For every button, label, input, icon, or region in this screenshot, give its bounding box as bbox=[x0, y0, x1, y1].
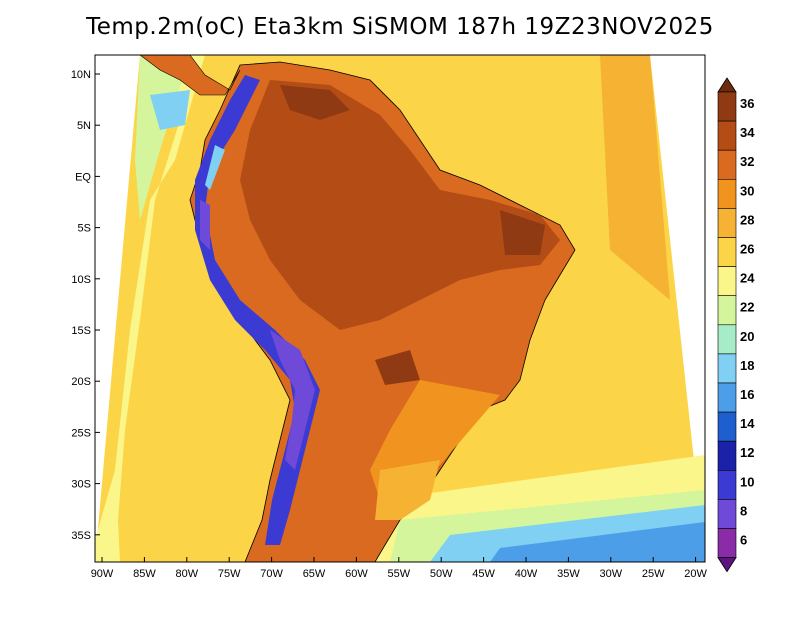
colorbar-segment bbox=[717, 382, 737, 413]
colorbar-label: 26 bbox=[740, 242, 754, 257]
lat-tick-label: 10S bbox=[71, 274, 91, 286]
colorbar-label: 34 bbox=[740, 125, 755, 140]
andes-foothills bbox=[205, 145, 225, 190]
colorbar-label: 30 bbox=[740, 183, 754, 198]
land-mild-south bbox=[375, 460, 440, 520]
lon-tick-label: 45W bbox=[472, 568, 495, 580]
colorbar-bottom-cap bbox=[717, 557, 737, 573]
lon-tick-label: 20W bbox=[684, 568, 707, 580]
lon-tick-label: 75W bbox=[218, 568, 241, 580]
lat-tick-label: 25S bbox=[71, 427, 91, 439]
colorbar-label: 16 bbox=[740, 387, 754, 402]
colorbar-segment bbox=[717, 149, 737, 180]
ocean-band-cold-nw bbox=[150, 90, 190, 130]
colorbar-segment bbox=[717, 324, 737, 355]
colorbar-label: 10 bbox=[740, 474, 754, 489]
lon-tick-label: 40W bbox=[515, 568, 538, 580]
lat-tick-label: 10N bbox=[71, 69, 91, 81]
latitude-axis: 10N 5N EQ 5S 10S 15S 20S 25S 30S 35S bbox=[71, 69, 100, 542]
colorbar-segment bbox=[717, 91, 737, 122]
colorbar-segment bbox=[717, 499, 737, 529]
lon-tick-label: 50W bbox=[430, 568, 453, 580]
lat-tick-label: EQ bbox=[75, 171, 91, 183]
colorbar-segment bbox=[717, 440, 737, 471]
colorbar-segment bbox=[717, 353, 737, 384]
colorbar-top-cap bbox=[717, 77, 737, 93]
colorbar-label: 28 bbox=[740, 212, 754, 227]
lat-tick-label: 15S bbox=[71, 325, 91, 337]
map-title: Temp.2m(oC) Eta3km SiSMOM 187h 19Z23NOV2… bbox=[86, 14, 714, 40]
colorbar-segment bbox=[717, 266, 737, 297]
land-hot-interior bbox=[240, 80, 560, 330]
colorbar-segment bbox=[717, 179, 737, 209]
colorbar-label: 6 bbox=[740, 533, 747, 548]
colorbar-segment bbox=[717, 528, 737, 558]
lon-tick-label: 30W bbox=[599, 568, 622, 580]
colorbar-label: 24 bbox=[740, 271, 755, 286]
land-hottest-patches bbox=[280, 85, 545, 385]
lon-tick-label: 70W bbox=[260, 568, 283, 580]
colorbar-segment bbox=[717, 469, 737, 500]
ocean-band-south-deep bbox=[490, 522, 705, 562]
lon-tick-label: 60W bbox=[345, 568, 368, 580]
colorbar-segment bbox=[717, 411, 737, 442]
colorbar-label: 20 bbox=[740, 329, 754, 344]
colorbar-segment bbox=[717, 120, 737, 151]
lon-tick-label: 85W bbox=[133, 568, 156, 580]
central-america-land bbox=[139, 55, 241, 96]
lon-tick-label: 90W bbox=[91, 568, 114, 580]
colorbar-label: 12 bbox=[740, 445, 754, 460]
lon-tick-label: 55W bbox=[387, 568, 410, 580]
lon-tick-label: 80W bbox=[175, 568, 198, 580]
colorbar: 36 34 32 30 28 26 24 22 20 18 16 14 12 10 8 6 bbox=[717, 77, 755, 573]
lat-tick-label: 30S bbox=[71, 479, 91, 491]
lat-tick-label: 5N bbox=[77, 120, 91, 132]
lon-tick-label: 35W bbox=[557, 568, 580, 580]
colorbar-label: 36 bbox=[740, 96, 754, 111]
plot-frame bbox=[94, 54, 706, 563]
colorbar-segment bbox=[717, 295, 737, 326]
colorbar-label: 32 bbox=[740, 154, 754, 169]
ocean-band-cool-west bbox=[95, 55, 205, 562]
colorbar-segment bbox=[717, 208, 737, 238]
colorbar-label: 18 bbox=[740, 358, 754, 373]
colorbar-label: 22 bbox=[740, 300, 754, 315]
lon-tick-label: 25W bbox=[642, 568, 665, 580]
lat-tick-label: 35S bbox=[71, 530, 91, 542]
lat-tick-label: 20S bbox=[71, 376, 91, 388]
lat-tick-label: 5S bbox=[78, 223, 91, 235]
ocean-band-east-warm bbox=[600, 55, 670, 300]
longitude-axis: 90W 85W 80W 75W 70W 65W 60W 55W 50W 45W 40W 35W 30W 2… bbox=[91, 557, 708, 580]
lon-tick-label: 65W bbox=[303, 568, 326, 580]
colorbar-label: 14 bbox=[740, 416, 755, 431]
colorbar-segment bbox=[717, 237, 737, 267]
colorbar-label: 8 bbox=[740, 503, 747, 518]
